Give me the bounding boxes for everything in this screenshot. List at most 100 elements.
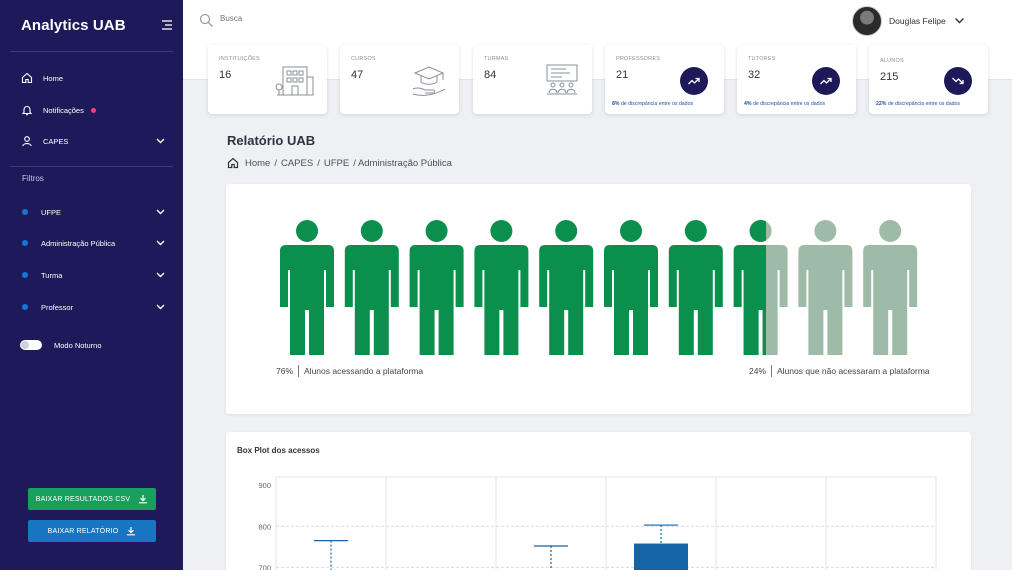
avatar[interactable]	[852, 6, 882, 36]
box-rect	[634, 543, 688, 570]
discrepancy-note: 4% de discrepância entre os dados	[744, 101, 826, 107]
breadcrumb-capes[interactable]: CAPES	[280, 157, 314, 169]
kpi-card-turmas: TURMAS 84	[473, 45, 592, 114]
person-figure	[604, 220, 658, 355]
chevron-down-icon[interactable]	[155, 135, 166, 146]
accessed-percent: 76%	[276, 366, 294, 376]
user-icon	[20, 134, 34, 148]
filter-professor[interactable]: Professor	[20, 298, 166, 316]
chevron-down-icon[interactable]	[155, 269, 166, 280]
chevron-down-icon[interactable]	[954, 15, 965, 26]
nav-item-notificacoes[interactable]: Notificações	[20, 101, 166, 119]
nav-label: Home	[43, 73, 64, 83]
kpi-card-alunos: ALUNOS 215 22% de discrepância entre os …	[869, 45, 988, 114]
kpi-label: CURSOS	[351, 56, 376, 62]
filter-dot-icon	[22, 240, 28, 246]
collapse-menu-icon[interactable]	[160, 18, 174, 32]
access-pictogram-panel: 76% Alunos acessando a plataforma 24% Alun…	[226, 184, 971, 414]
bell-icon	[20, 103, 34, 117]
kpi-label: TUTORES	[748, 56, 776, 62]
filter-administracao-publica[interactable]: Administração Pública	[20, 234, 166, 252]
chart-title: Box Plot dos acessos	[237, 446, 320, 455]
building-icon	[275, 66, 314, 96]
boxplot-chart: 900 800 700	[258, 476, 937, 570]
chevron-down-icon[interactable]	[155, 206, 166, 217]
filter-turma[interactable]: Turma	[20, 266, 166, 284]
kpi-card-tutores: TUTORES 32 4% de discrepância entre os d…	[737, 45, 856, 114]
download-csv-label: BAIXAR RESULTADOS CSV	[35, 495, 131, 503]
person-figure	[280, 220, 334, 355]
y-tick-label: 800	[258, 522, 271, 531]
home-icon	[20, 71, 34, 85]
trend-up-icon	[812, 67, 840, 95]
person-figure	[733, 220, 788, 355]
download-icon	[139, 495, 148, 504]
nav-label: CAPES	[43, 136, 69, 146]
download-report-button[interactable]: BAIXAR RELATÓRIO	[28, 520, 156, 542]
user-name[interactable]: Douglas Felipe	[889, 16, 946, 26]
person-figure	[344, 220, 399, 355]
person-figure	[539, 220, 594, 355]
breadcrumb-separator: /	[274, 157, 277, 169]
kpi-value: 84	[484, 69, 497, 81]
breadcrumb: Home / CAPES / UFPE / Administração Públ…	[227, 157, 456, 169]
filter-ufpe[interactable]: UFPE	[20, 203, 166, 221]
search-input[interactable]	[220, 14, 420, 23]
breadcrumb-home[interactable]: Home	[245, 157, 271, 169]
nav-item-home[interactable]: Home	[20, 69, 166, 87]
discrepancy-note: 8% de discrepância entre os dados	[612, 101, 694, 107]
kpi-card-professores: PROFESSORES 21 8% de discrepância entre …	[605, 45, 724, 114]
kpi-value: 16	[219, 69, 232, 81]
download-report-label: BAIXAR RELATÓRIO	[47, 527, 119, 535]
home-icon[interactable]	[227, 157, 239, 169]
kpi-card-cursos: CURSOS 47	[340, 45, 459, 114]
filter-dot-icon	[22, 304, 28, 310]
page-title: Relatório UAB	[227, 133, 316, 148]
filters-title: Filtros	[22, 174, 44, 183]
not-accessed-percent: 24%	[749, 366, 767, 376]
chevron-down-icon[interactable]	[155, 301, 166, 312]
person-figure	[798, 220, 853, 355]
person-figure	[668, 220, 723, 355]
breadcrumb-current: / Administração Pública	[353, 157, 452, 169]
sidebar: Analytics UAB Home Notificações CAPES Fi…	[0, 0, 183, 570]
filter-label: UFPE	[41, 207, 62, 217]
dark-mode-toggle[interactable]	[20, 340, 42, 350]
filter-dot-icon	[22, 209, 28, 215]
people-pictogram	[280, 220, 918, 355]
filter-label: Administração Pública	[41, 238, 116, 248]
kpi-value: 21	[616, 69, 629, 81]
filter-label: Professor	[41, 302, 74, 312]
nav-item-capes[interactable]: CAPES	[20, 132, 166, 150]
download-csv-button[interactable]: BAIXAR RESULTADOS CSV	[28, 488, 156, 510]
breadcrumb-ufpe[interactable]: UFPE	[323, 157, 350, 169]
kpi-value: 215	[880, 71, 899, 83]
person-figure	[863, 220, 918, 355]
kpi-label: ALUNOS	[880, 58, 904, 64]
filter-dot-icon	[22, 272, 28, 278]
person-figure	[409, 220, 464, 355]
filter-label: Turma	[41, 270, 63, 280]
kpi-label: PROFESSORES	[616, 56, 661, 62]
discrepancy-note: 22% de discrepância entre os dados	[876, 101, 960, 107]
divider	[10, 51, 173, 52]
kpi-value: 47	[351, 69, 364, 81]
kpi-value: 32	[748, 69, 761, 81]
chevron-down-icon[interactable]	[155, 237, 166, 248]
trend-up-icon	[680, 67, 708, 95]
y-tick-label: 700	[258, 563, 271, 570]
trend-down-icon	[944, 67, 972, 95]
breadcrumb-separator: /	[317, 157, 320, 169]
dark-mode-row: Modo Noturno	[20, 336, 166, 354]
download-icon	[127, 527, 136, 536]
legend-accessed: 76% Alunos acessando a plataforma	[276, 365, 423, 377]
legend-not-accessed: 24% Alunos que não acessaram a plataforma	[749, 365, 930, 377]
kpi-label: INSTITUIÇÕES	[219, 56, 260, 62]
kpi-label: TURMAS	[484, 56, 509, 62]
graduation-cap-icon	[412, 66, 446, 96]
dark-mode-label: Modo Noturno	[54, 340, 102, 350]
accessed-label: Alunos acessando a plataforma	[304, 366, 424, 376]
nav-label: Notificações	[43, 105, 84, 115]
search-icon[interactable]	[199, 13, 214, 28]
person-figure	[474, 220, 529, 355]
